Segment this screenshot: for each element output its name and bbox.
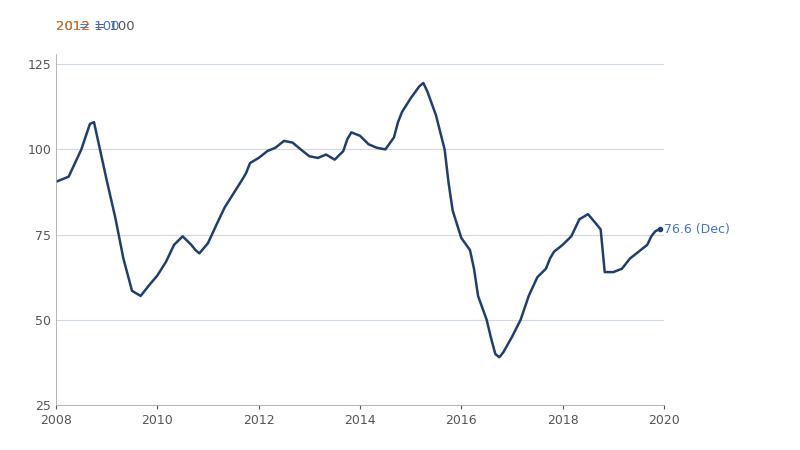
Text: = 100: = 100 <box>79 20 120 33</box>
Text: 2012 = 100: 2012 = 100 <box>56 20 134 33</box>
Text: 76.6 (Dec): 76.6 (Dec) <box>664 223 730 236</box>
Text: 2012: 2012 <box>56 20 90 33</box>
